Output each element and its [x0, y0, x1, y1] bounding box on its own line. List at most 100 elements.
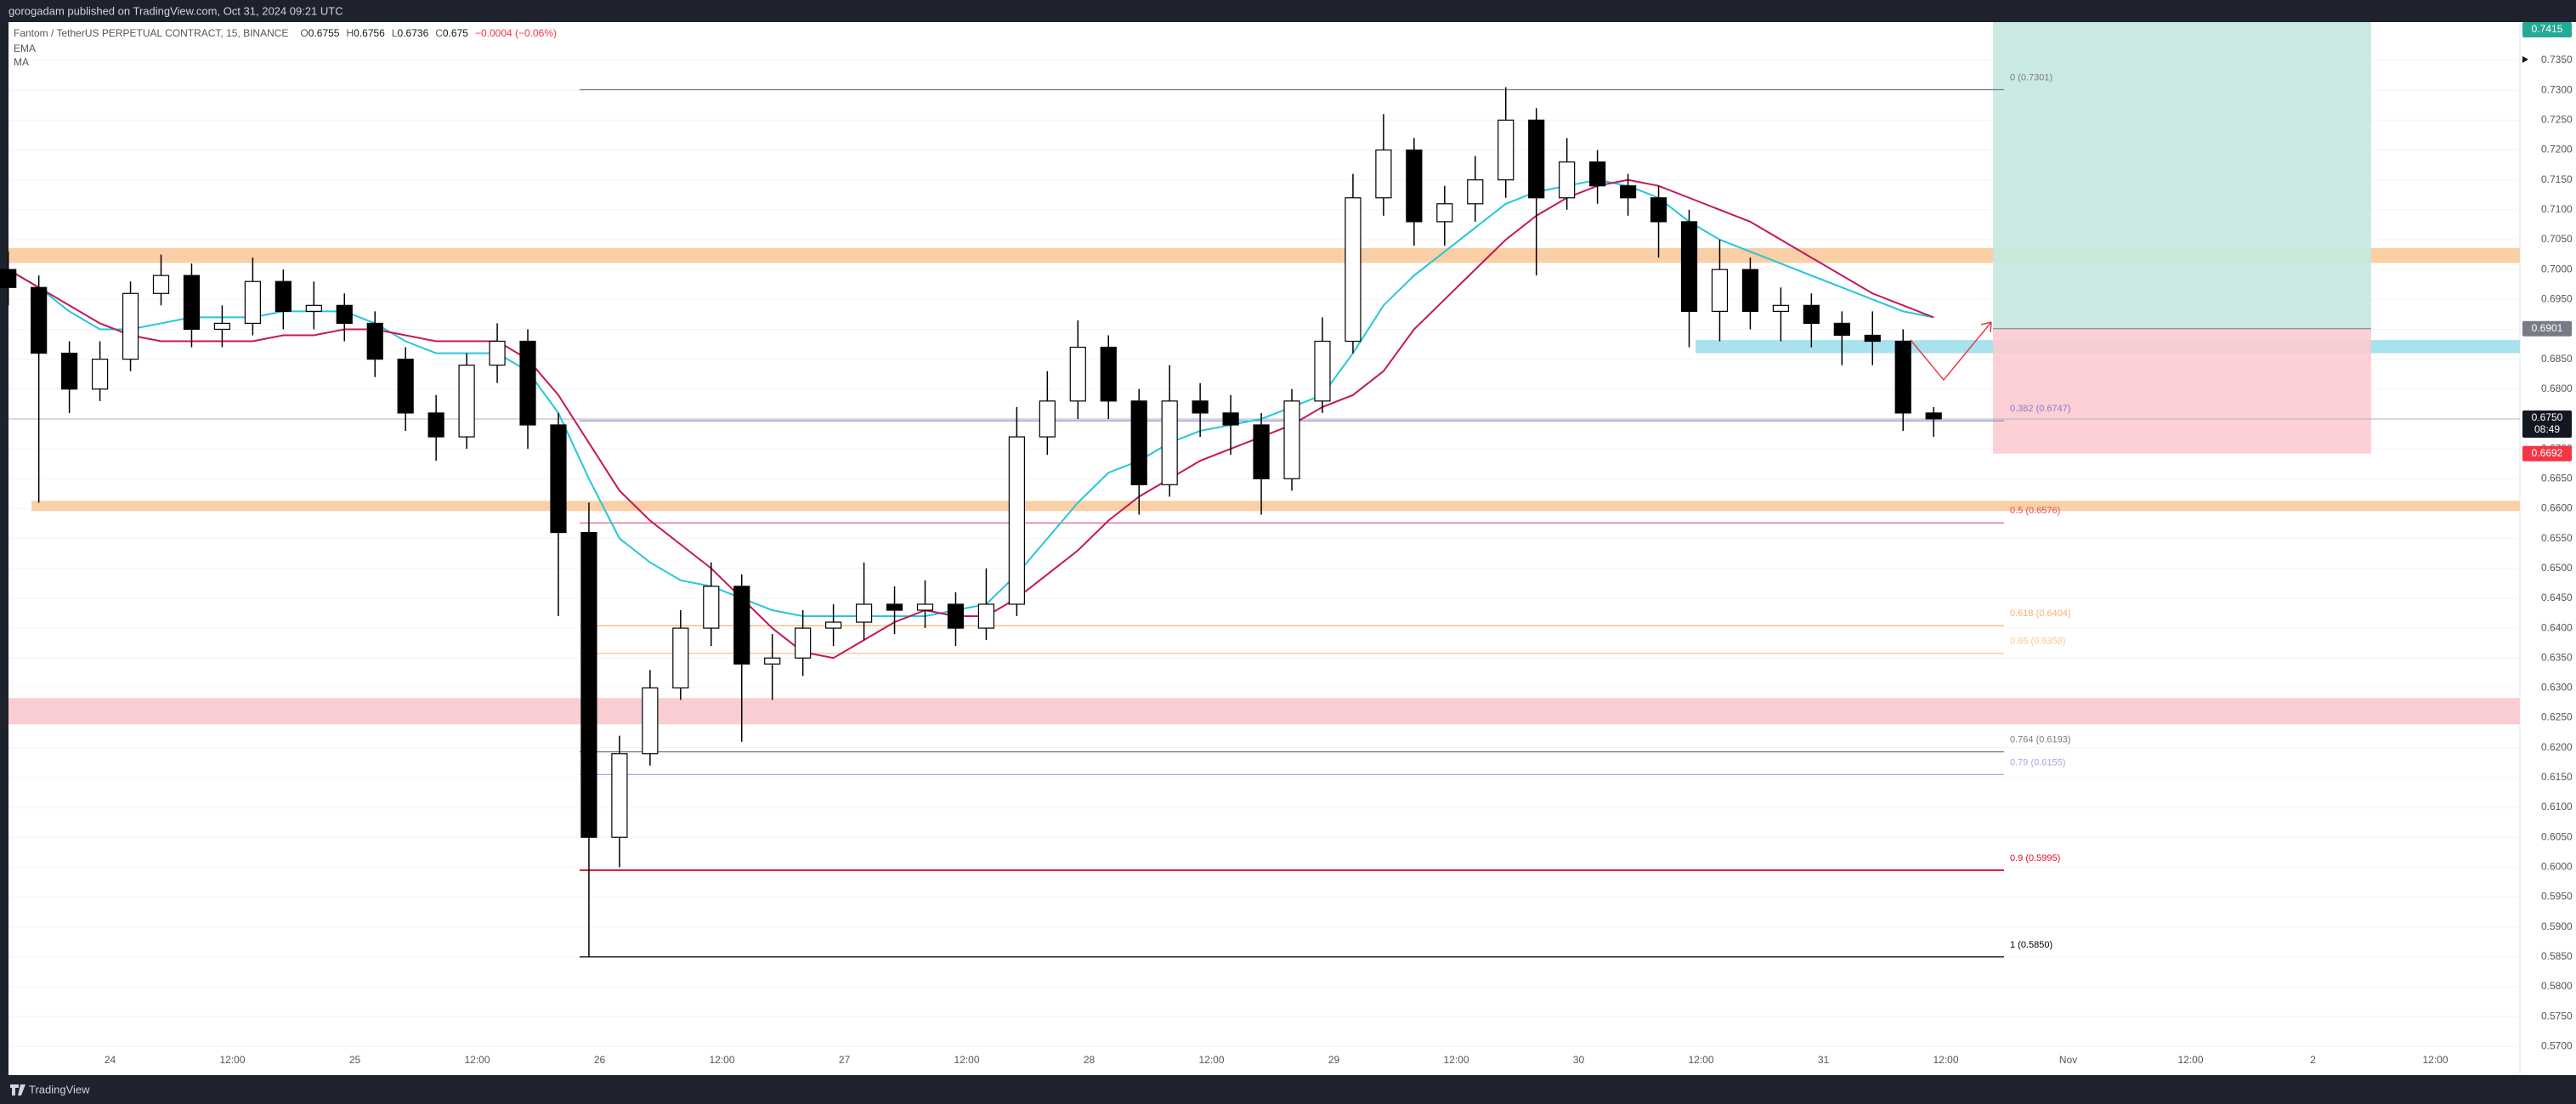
- legend-item: 0.675: [443, 27, 468, 39]
- candle-body: [977, 603, 995, 629]
- loss-zone: [1993, 328, 2371, 454]
- candle-body: [1925, 412, 1942, 420]
- candle-body: [611, 753, 628, 838]
- y-tick-label: 0.6100: [2541, 801, 2573, 812]
- legend-item: L: [392, 27, 398, 39]
- candle-body: [1345, 197, 1362, 343]
- indicator-label: MA: [14, 56, 29, 68]
- y-tick-label: 0.6400: [2541, 621, 2573, 633]
- candle-body: [703, 586, 720, 629]
- candle-body: [1314, 340, 1331, 402]
- x-tick-label: 12:00: [2422, 1054, 2448, 1066]
- candle-body: [91, 359, 109, 390]
- candle-body: [1192, 400, 1209, 414]
- stop-tag-box: [2522, 445, 2572, 461]
- fib-label: 0.764 (0.6193): [2010, 735, 2071, 745]
- legend-item: 0.6736: [398, 27, 429, 39]
- candle-body: [1100, 346, 1117, 402]
- x-tick-label: 12:00: [1688, 1054, 1713, 1066]
- candle-body: [672, 627, 689, 689]
- candle-body: [1497, 119, 1514, 181]
- x-tick-label: Nov: [2059, 1054, 2077, 1066]
- top-bar: [0, 0, 2576, 22]
- stop-tag-text: 0.6692: [2532, 447, 2563, 459]
- zone: [8, 247, 2520, 263]
- candle-body: [1559, 161, 1576, 199]
- y-tick-label: 0.6800: [2541, 382, 2573, 394]
- x-tick-label: 12:00: [1443, 1054, 1469, 1066]
- y-tick-label: 0.7150: [2541, 173, 2573, 185]
- candle-body: [1436, 203, 1453, 223]
- y-tick-label: 0.7000: [2541, 263, 2573, 275]
- candle-body: [825, 621, 842, 629]
- candle-body: [1864, 334, 1881, 343]
- candle-body: [1772, 304, 1789, 312]
- y-tick-label: 0.6050: [2541, 830, 2573, 842]
- footer-brand: TradingView: [29, 1083, 90, 1096]
- candle-body: [366, 322, 383, 360]
- candle-body: [397, 359, 414, 414]
- candle-body: [1650, 197, 1667, 223]
- y-tick-label: 0.5700: [2541, 1040, 2573, 1052]
- candle-body: [1069, 346, 1086, 402]
- y-tick-label: 0.6850: [2541, 353, 2573, 365]
- x-tick-label: 31: [1818, 1054, 1830, 1066]
- x-tick-label: 30: [1573, 1054, 1585, 1066]
- candle-body: [1589, 161, 1606, 187]
- fib-label: 0.5 (0.6576): [2010, 506, 2060, 516]
- fib-label: 0.618 (0.6404): [2010, 609, 2071, 619]
- countdown-text: 08:49: [2534, 423, 2560, 435]
- candle-body: [642, 687, 659, 755]
- fib-label: 0 (0.7301): [2010, 72, 2052, 82]
- candle-body: [0, 269, 17, 288]
- candle-body: [1528, 119, 1545, 199]
- candle-body: [427, 412, 444, 438]
- legend-item: C: [435, 27, 443, 39]
- candle-body: [519, 340, 536, 426]
- zone: [31, 501, 2520, 512]
- candle-body: [458, 365, 475, 438]
- legend-item: 0.6755: [309, 27, 340, 39]
- y-tick-label: 0.7200: [2541, 144, 2573, 156]
- legend-item: −0.0004 (−0.06%): [475, 27, 557, 39]
- candle-body: [1619, 185, 1637, 199]
- x-tick-label: 29: [1328, 1054, 1340, 1066]
- entry-tag-text: 0.6901: [2532, 322, 2563, 334]
- x-tick-label: 12:00: [219, 1054, 245, 1066]
- candle-body: [1680, 221, 1698, 312]
- candle-body: [1467, 179, 1484, 205]
- fib-label: 0.79 (0.6155): [2010, 757, 2065, 767]
- y-tick-label: 0.5900: [2541, 920, 2573, 932]
- x-tick-label: 27: [839, 1054, 851, 1066]
- candle-body: [213, 322, 231, 331]
- candle-body: [336, 304, 353, 325]
- x-tick-label: 12:00: [709, 1054, 734, 1066]
- target-tag-box: [2522, 22, 2572, 37]
- y-tick-label: 0.6150: [2541, 771, 2573, 783]
- candle-body: [886, 603, 903, 611]
- candle-body: [855, 603, 873, 623]
- y-tick-label: 0.5850: [2541, 950, 2573, 962]
- candle-body: [1161, 400, 1178, 485]
- candle-body: [916, 603, 934, 611]
- candle-body: [152, 275, 170, 294]
- y-tick-label: 0.6200: [2541, 741, 2573, 753]
- x-tick-label: 24: [105, 1054, 116, 1066]
- zone: [8, 698, 2520, 725]
- plot: 0.5700 0.5750 0.5800 0.5850 0.5900 0.5950 0.60…: [0, 22, 2573, 1066]
- candle-body: [1406, 149, 1423, 223]
- publish-info: gorogadam published on TradingView.com, …: [8, 4, 343, 17]
- candle-body: [733, 586, 750, 665]
- legend-item: Fantom / TetherUS PERPETUAL CONTRACT, 15…: [14, 27, 288, 39]
- axis-marker: [2522, 56, 2528, 63]
- projection-arrow: [1910, 321, 1992, 382]
- y-tick-label: 0.5800: [2541, 980, 2573, 992]
- last-price-box: [2522, 410, 2572, 438]
- y-tick-label: 0.6500: [2541, 562, 2573, 574]
- y-tick-label: 0.5750: [2541, 1010, 2573, 1022]
- y-tick-label: 0.6950: [2541, 292, 2573, 304]
- candle-body: [580, 531, 597, 838]
- candle-body: [122, 292, 139, 360]
- candle-body: [764, 657, 781, 665]
- y-tick-label: 0.6450: [2541, 592, 2573, 603]
